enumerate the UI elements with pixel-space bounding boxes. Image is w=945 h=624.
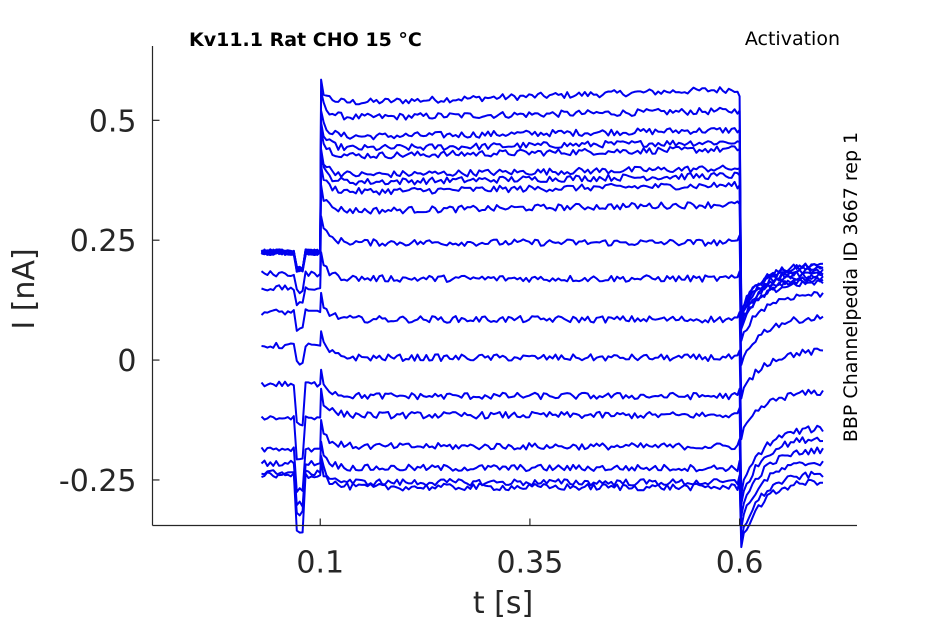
current-trace-10 xyxy=(260,215,824,342)
side-annotation: BBP Channelpedia ID 3667 rep 1 xyxy=(840,132,862,442)
current-trace-15 xyxy=(260,387,824,505)
current-trace-11 xyxy=(261,251,824,366)
current-trace-13 xyxy=(261,330,824,441)
current-trace-7 xyxy=(260,155,824,326)
y-tick-label: 0 xyxy=(117,344,136,379)
current-trace-16 xyxy=(260,419,824,517)
x-tick-label: 0.35 xyxy=(497,546,564,581)
current-trace-5 xyxy=(260,128,824,321)
y-ticks-group: 0.5 0.25 0 -0.25 xyxy=(59,104,160,499)
current-trace-14 xyxy=(260,368,824,496)
current-trace-6 xyxy=(260,148,824,323)
current-trace-1 xyxy=(260,78,824,314)
y-tick-label: -0.25 xyxy=(59,464,137,499)
current-trace-4 xyxy=(261,121,824,318)
x-axis-label: t [s] xyxy=(473,586,533,621)
y-tick-label: 0.5 xyxy=(89,104,137,139)
current-trace-3 xyxy=(260,109,824,316)
x-tick-label: 0.1 xyxy=(296,546,344,581)
current-trace-9 xyxy=(260,184,824,330)
current-trace-17 xyxy=(260,440,824,529)
traces-group xyxy=(260,78,824,549)
current-trace-8 xyxy=(261,164,824,328)
current-trace-12 xyxy=(260,291,824,400)
y-tick-label: 0.25 xyxy=(70,224,137,259)
y-axis-label: I [nA] xyxy=(7,248,42,329)
x-tick-label: 0.6 xyxy=(716,546,764,581)
current-trace-19 xyxy=(261,459,824,549)
chart-subtitle: Activation xyxy=(745,28,840,50)
chart-title: Kv11.1 Rat CHO 15 °C xyxy=(189,29,422,51)
x-ticks-group: 0.1 0.35 0.6 xyxy=(296,518,764,581)
current-trace-2 xyxy=(261,90,824,314)
